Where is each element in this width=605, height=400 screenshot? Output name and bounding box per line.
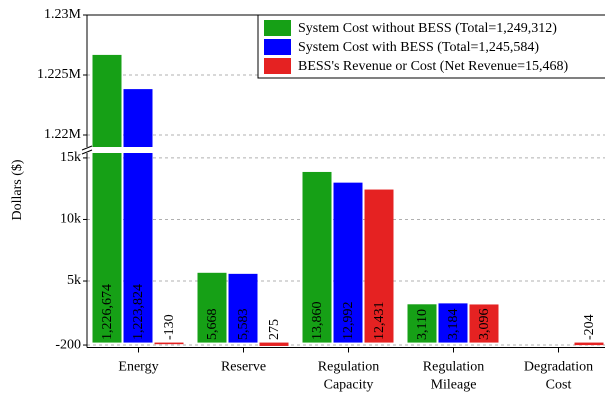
bar [123, 153, 153, 343]
x-tick-label: Degradation Cost [524, 360, 593, 393]
legend-label: System Cost with BESS (Total=1,245,584) [298, 40, 539, 55]
x-tick-label: Energy [118, 360, 158, 375]
bar [197, 272, 227, 343]
data-label: 3,110 [415, 309, 430, 340]
bar [259, 342, 289, 346]
bar [469, 304, 499, 343]
data-label: 3,184 [446, 309, 461, 341]
legend-swatch [264, 58, 291, 74]
data-label: 12,431 [372, 302, 387, 341]
data-label: 1,223,824 [131, 284, 146, 340]
bar [438, 303, 468, 343]
y-tick-label: 5k [67, 273, 81, 288]
data-label: -204 [582, 314, 597, 340]
data-label: 1,226,674 [100, 284, 115, 340]
bar [333, 182, 363, 343]
y-tick-label: 1.22M [44, 127, 82, 142]
data-label: 12,992 [341, 302, 356, 341]
legend-box [257, 14, 605, 79]
y-tick-label: 1.225M [37, 67, 82, 82]
bar [364, 189, 394, 343]
bar [407, 304, 437, 343]
bar [123, 89, 153, 147]
bar [574, 342, 604, 346]
data-label: 13,860 [310, 302, 325, 341]
y-tick-label: 15k [60, 150, 81, 165]
bar [92, 54, 122, 147]
data-label: 5,583 [236, 309, 251, 341]
legend-swatch [264, 20, 291, 36]
bar [302, 171, 332, 343]
data-label: 5,668 [205, 309, 220, 341]
data-label: 3,096 [477, 309, 492, 341]
legend-label: BESS's Revenue or Cost (Net Revenue=15,4… [298, 59, 569, 74]
y-tick-label: 10k [60, 212, 81, 227]
data-label: 275 [267, 319, 282, 340]
x-tick-label: Reserve [221, 360, 266, 375]
legend-swatch [264, 39, 291, 55]
y-axis-label: Dollars ($) [10, 159, 25, 220]
bar [228, 273, 258, 343]
data-label: -130 [162, 314, 177, 340]
x-tick-label: Regulation Capacity [318, 360, 379, 393]
axis-break [81, 145, 93, 151]
y-tick-label: -200 [55, 337, 81, 352]
bar [154, 342, 184, 345]
axis-break [81, 149, 93, 155]
x-tick-label: Regulation Mileage [423, 360, 484, 393]
bar [92, 153, 122, 343]
legend-label: System Cost without BESS (Total=1,249,31… [298, 21, 557, 36]
y-tick-label: 1.23M [44, 7, 82, 22]
